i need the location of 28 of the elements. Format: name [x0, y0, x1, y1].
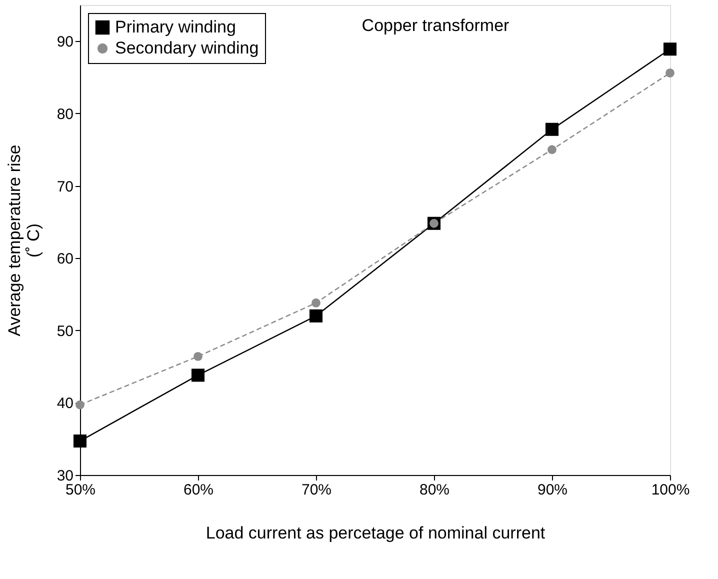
x-tick-label: 60% — [183, 482, 214, 498]
point — [666, 68, 674, 78]
point — [309, 309, 323, 322]
y-tick-label: 40 — [56, 395, 74, 412]
x-tick-label: 80% — [419, 482, 450, 498]
point — [191, 368, 205, 382]
x-tick-label: 70% — [301, 482, 332, 498]
y-tick-label: 50 — [56, 322, 74, 340]
point — [312, 298, 320, 308]
point — [663, 42, 677, 56]
point — [73, 434, 87, 448]
x-tick-label: 90% — [537, 482, 568, 498]
legend-label: Primary winding — [115, 18, 236, 36]
y-tick-label: 90 — [56, 34, 74, 51]
x-tick-label: 100% — [651, 482, 690, 498]
legend-label: Secondary winding — [115, 38, 259, 58]
text: Copper transformer — [362, 16, 510, 35]
y-axis-title: Average temperature rise (˚ C) — [4, 144, 43, 336]
y-tick-label: 70 — [56, 178, 74, 196]
x-axis-title: Load current as percetage of nominal current — [206, 524, 546, 542]
y-tick-label: 80 — [56, 106, 74, 123]
x-tick-label: 50% — [65, 482, 96, 498]
y-tick-label: 30 — [56, 468, 74, 484]
y-tick-label: 60 — [56, 250, 74, 268]
point — [194, 352, 202, 361]
point — [76, 400, 84, 410]
point — [548, 145, 556, 154]
point — [545, 122, 559, 136]
